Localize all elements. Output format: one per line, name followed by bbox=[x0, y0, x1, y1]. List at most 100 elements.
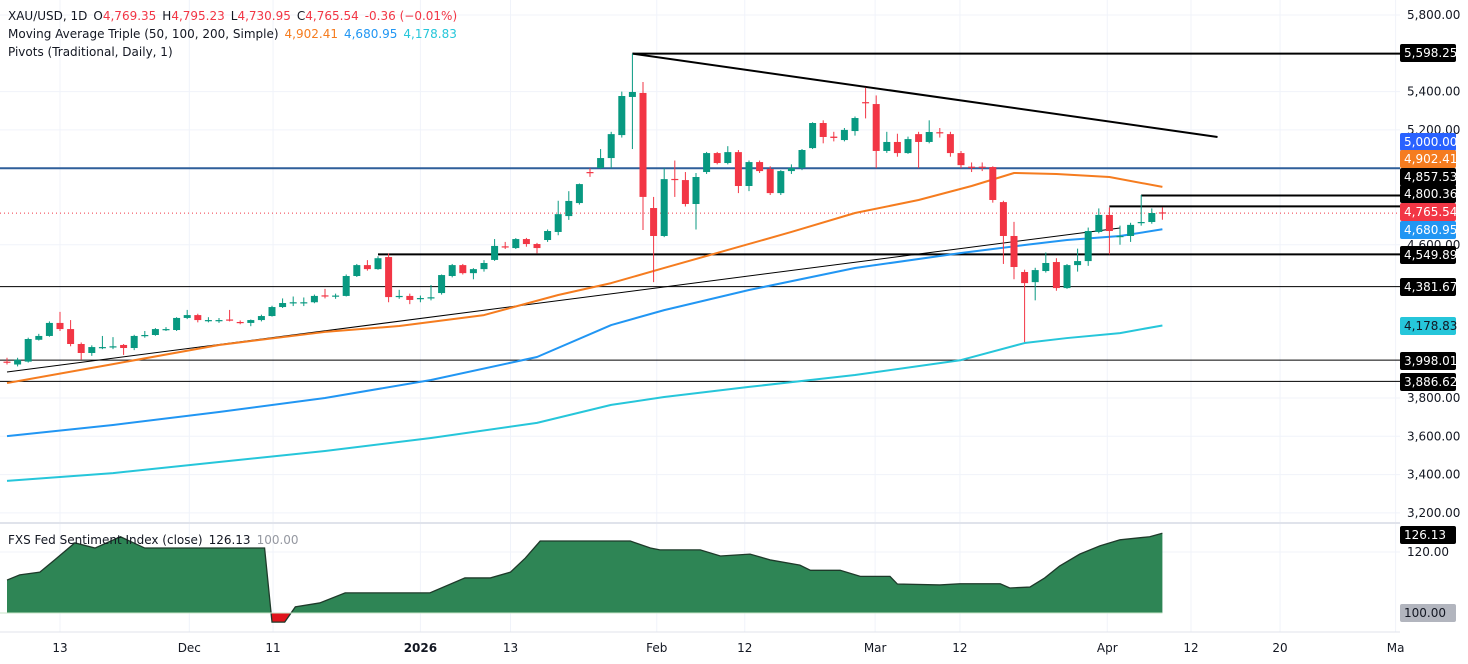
candle-bullish bbox=[491, 245, 499, 260]
time-axis-tick: 2026 bbox=[404, 641, 437, 655]
candle-bearish bbox=[533, 244, 541, 249]
pivot-level-label-bg bbox=[1400, 373, 1456, 391]
sentiment-baseline-badge: 100.00 bbox=[1404, 606, 1446, 620]
candle-bearish bbox=[56, 322, 64, 330]
pivot-level-label: 5,598.25 bbox=[1404, 46, 1457, 60]
candle-bearish bbox=[872, 104, 880, 151]
pivot-level-label: 4,381.67 bbox=[1404, 280, 1457, 294]
pivot-level-label: 4,857.53 bbox=[1404, 170, 1457, 184]
pivot-level-label-bg bbox=[1400, 133, 1456, 151]
candle-bearish bbox=[671, 178, 679, 181]
moving-average-100-line bbox=[6, 228, 1163, 438]
candle-bullish bbox=[279, 303, 287, 308]
sentiment-value-badge: 126.13 bbox=[1404, 528, 1446, 542]
candle-bearish bbox=[734, 152, 742, 187]
candle-bullish bbox=[607, 134, 615, 159]
candle-bullish bbox=[268, 307, 276, 317]
candle-bullish bbox=[1042, 262, 1050, 272]
candle-bearish bbox=[830, 136, 838, 138]
candle-bearish bbox=[406, 295, 414, 300]
candle-bullish bbox=[427, 297, 435, 299]
candle-bearish bbox=[989, 167, 997, 200]
candle-bearish bbox=[120, 344, 128, 349]
pivot-level-label-bg bbox=[1400, 278, 1456, 296]
candle-bearish bbox=[946, 134, 954, 154]
close-label: C bbox=[296, 9, 306, 23]
time-axis-tick: 11 bbox=[265, 641, 280, 655]
candle-bearish bbox=[893, 141, 901, 154]
candle-bearish bbox=[936, 132, 944, 134]
candle-bearish bbox=[385, 257, 393, 298]
candle-bullish bbox=[88, 347, 96, 353]
candle-bullish bbox=[332, 295, 340, 297]
sentiment-legend[interactable]: FXS Fed Sentiment Index (close) 126.13 100… bbox=[8, 532, 305, 548]
candle-bullish bbox=[660, 179, 668, 236]
candle-bullish bbox=[130, 335, 138, 349]
candle-bearish bbox=[586, 172, 594, 174]
low-label: L bbox=[230, 9, 238, 23]
time-axis-tick: Dec bbox=[178, 641, 201, 655]
candle-bullish bbox=[544, 231, 552, 241]
candle-bullish bbox=[904, 139, 912, 154]
candle-bearish bbox=[236, 321, 244, 324]
candle-bullish bbox=[1148, 213, 1156, 223]
symbol-label: XAU/USD, 1D bbox=[8, 9, 88, 23]
open-value: 4,769.35 bbox=[102, 9, 157, 23]
candle-bullish bbox=[777, 171, 785, 194]
candle-bearish bbox=[713, 153, 721, 164]
candle-bearish bbox=[819, 123, 827, 137]
candle-bullish bbox=[35, 335, 43, 340]
candle-bullish bbox=[215, 320, 223, 322]
ma200-value: 4,178.83 bbox=[403, 27, 457, 41]
candle-bullish bbox=[300, 302, 308, 304]
trendline bbox=[6, 227, 1121, 373]
candle-bullish bbox=[353, 265, 361, 277]
sentiment-baseline-badge-bg bbox=[1400, 604, 1456, 622]
price-axis-tick: 5,400.00 bbox=[1407, 85, 1460, 99]
candle-bullish bbox=[554, 214, 562, 232]
candle-bearish bbox=[862, 102, 870, 104]
pivot-level-label: 4,800.36 bbox=[1404, 187, 1457, 201]
high-value: 4,795.23 bbox=[171, 9, 225, 23]
candle-bullish bbox=[628, 91, 636, 97]
candle-bullish bbox=[597, 158, 605, 169]
candle-bearish bbox=[915, 134, 923, 142]
pivot-level-label: 5,000.00 bbox=[1404, 135, 1457, 149]
candle-bearish bbox=[978, 166, 986, 168]
time-axis-tick: 12 bbox=[952, 641, 967, 655]
candle-bullish bbox=[183, 315, 191, 318]
candle-bullish bbox=[204, 320, 212, 322]
candle-bearish bbox=[1105, 214, 1113, 232]
price-axis-tick: 3,200.00 bbox=[1407, 506, 1460, 520]
candle-bearish bbox=[501, 246, 509, 248]
time-axis-tick: 13 bbox=[503, 641, 518, 655]
close-value: 4,765.54 bbox=[305, 9, 359, 23]
candle-bullish bbox=[1137, 222, 1145, 224]
candle-bullish bbox=[840, 129, 848, 141]
candle-bearish bbox=[459, 265, 467, 274]
candle-bullish bbox=[151, 329, 159, 335]
candle-bullish bbox=[416, 298, 424, 300]
time-axis-tick: Mar bbox=[864, 641, 887, 655]
low-value: 4,730.95 bbox=[237, 9, 291, 23]
candle-bullish bbox=[162, 329, 170, 331]
candle-bearish bbox=[968, 166, 976, 168]
candle-bullish bbox=[851, 118, 859, 132]
candle-bearish bbox=[756, 162, 764, 172]
ma-legend[interactable]: Moving Average Triple (50, 100, 200, Sim… bbox=[8, 26, 463, 42]
candle-bullish bbox=[512, 239, 520, 249]
candle-bearish bbox=[522, 239, 530, 245]
high-label: H bbox=[162, 9, 172, 23]
candle-bullish bbox=[24, 339, 32, 362]
candle-bullish bbox=[310, 295, 318, 303]
sentiment-line bbox=[6, 532, 1163, 623]
pivots-legend[interactable]: Pivots (Traditional, Daily, 1) bbox=[8, 44, 179, 60]
sentiment-title: FXS Fed Sentiment Index (close) bbox=[8, 533, 203, 547]
time-axis-tick: Feb bbox=[646, 641, 667, 655]
price-badge: 4,178.83 bbox=[1404, 319, 1457, 333]
price-badge-bg bbox=[1400, 150, 1456, 168]
price-badge: 4,902.41 bbox=[1404, 152, 1457, 166]
candle-bullish bbox=[745, 162, 753, 187]
candle-bullish bbox=[703, 153, 711, 173]
